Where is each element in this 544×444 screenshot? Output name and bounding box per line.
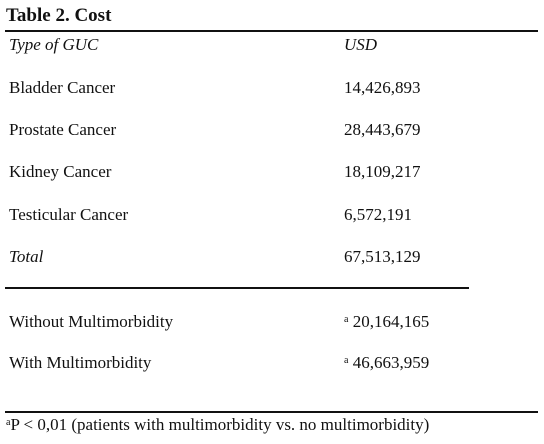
table-footnote: aP < 0,01 (patients with multimorbidity … [6, 414, 429, 436]
row-label-kidney: Kidney Cancer [9, 162, 112, 181]
table-bottom-rule [5, 411, 538, 413]
cost-value: 46,663,959 [352, 353, 430, 372]
row-value-prostate: 28,443,679 [344, 120, 421, 139]
row-label-with-multimorbidity: With Multimorbidity [9, 353, 152, 372]
cost-value: 20,164,165 [352, 312, 430, 331]
row-value-testicular: 6,572,191 [344, 205, 412, 224]
row-value-bladder: 14,426,893 [344, 78, 421, 97]
row-label-testicular: Testicular Cancer [9, 205, 129, 224]
row-value-kidney: 18,109,217 [344, 162, 421, 181]
row-label-without-multimorbidity: Without Multimorbidity [9, 312, 174, 331]
row-value-without-multimorbidity: a 20,164,165 [344, 311, 429, 333]
row-label-bladder: Bladder Cancer [9, 78, 116, 97]
row-label-total: Total [9, 247, 44, 266]
row-value-with-multimorbidity: a 46,663,959 [344, 352, 429, 374]
row-label-prostate: Prostate Cancer [9, 120, 117, 139]
significance-marker: a [344, 355, 349, 366]
table-mid-rule [5, 287, 469, 289]
significance-marker: a [344, 314, 349, 325]
row-value-total: 67,513,129 [344, 247, 421, 266]
table-top-rule [5, 30, 538, 32]
footnote-marker: a [6, 417, 11, 428]
header-type-of-guc: Type of GUC [9, 35, 99, 54]
table-title: Table 2. Cost [6, 5, 112, 26]
header-usd: USD [344, 35, 378, 54]
footnote-text: P < 0,01 (patients with multimorbidity v… [10, 415, 430, 434]
